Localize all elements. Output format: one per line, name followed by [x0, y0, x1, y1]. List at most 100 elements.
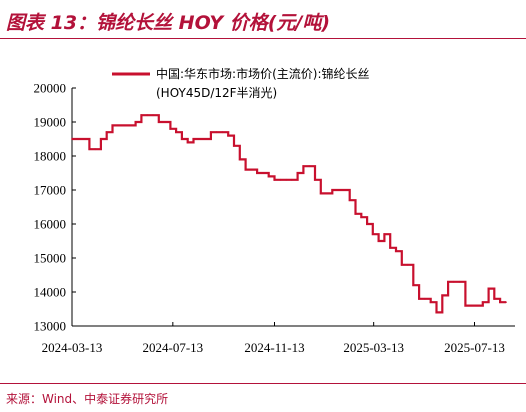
legend-label-line-2: (HOY45D/12F半消光)	[156, 86, 277, 100]
data-point	[360, 216, 363, 219]
series-lines	[71, 114, 507, 314]
data-point	[198, 138, 201, 140]
data-point	[499, 301, 501, 304]
data-point	[476, 304, 478, 307]
data-point	[343, 189, 345, 191]
data-point	[238, 158, 241, 161]
data-point	[71, 138, 73, 140]
data-point	[123, 124, 125, 127]
data-point	[389, 246, 392, 249]
data-point	[140, 114, 143, 117]
title-divider	[0, 38, 526, 39]
data-point	[314, 178, 316, 181]
data-point	[418, 297, 420, 300]
data-point	[308, 165, 311, 168]
y-axis-ticks: 13000 14000 15000 16000 17000 18000 19000 20000	[34, 81, 76, 334]
data-point	[424, 297, 426, 300]
data-point	[210, 131, 212, 134]
data-point	[487, 287, 490, 290]
data-point	[204, 138, 207, 140]
chart-legend: 中国:华东市场:市场价(主流价):锦纶长丝 (HOY45D/12F半消光)	[112, 66, 370, 100]
figure-title: 图表 13：锦纶长丝 HOY 价格(元/吨)	[6, 12, 331, 34]
data-point	[447, 280, 449, 283]
data-point	[354, 212, 357, 215]
y-tick-label: 14000	[34, 285, 67, 300]
data-point	[250, 168, 253, 171]
line-chart: 13000 14000 15000 16000 17000 18000 19000 20000…	[34, 66, 515, 355]
data-point	[129, 124, 131, 127]
data-point	[383, 233, 386, 236]
data-point	[319, 192, 322, 195]
x-tick-label: 2024-11-13	[244, 340, 304, 355]
data-point	[458, 280, 461, 283]
x-tick-label: 2024-03-13	[42, 340, 103, 355]
data-point	[348, 199, 351, 202]
data-point	[146, 114, 149, 117]
figure-header: 图表 13：锦纶长丝 HOY 价格(元/吨)	[0, 0, 526, 40]
data-point	[441, 294, 444, 297]
data-point	[105, 131, 108, 134]
data-point	[134, 121, 137, 123]
data-point	[192, 138, 195, 140]
data-point	[400, 263, 403, 266]
data-point	[267, 175, 270, 178]
data-point	[290, 178, 293, 181]
source-note: 来源：Wind、中泰证券研究所	[6, 392, 169, 406]
data-point	[233, 144, 235, 147]
data-point	[82, 138, 85, 140]
data-point	[163, 121, 166, 123]
data-point	[429, 301, 432, 304]
data-point	[331, 189, 334, 191]
data-point	[111, 124, 114, 127]
data-point	[152, 114, 154, 117]
footer-divider	[0, 383, 526, 384]
data-point	[464, 304, 467, 307]
x-tick-label: 2025-07-13	[444, 340, 505, 355]
chart-axes	[71, 88, 515, 327]
x-axis-ticks: 2024-03-13 2024-07-13 2024-11-13 2025-03-13…	[42, 322, 505, 355]
data-point	[279, 178, 282, 181]
y-tick-label: 19000	[34, 115, 67, 130]
data-point	[94, 148, 96, 151]
x-tick-label: 2024-07-13	[142, 340, 203, 355]
data-point	[169, 127, 172, 130]
data-point	[256, 172, 258, 174]
y-tick-label: 15000	[34, 251, 67, 266]
data-point	[186, 141, 189, 144]
data-point	[157, 121, 160, 123]
data-point	[406, 263, 409, 266]
data-point	[100, 138, 102, 140]
data-point	[366, 223, 368, 225]
data-point	[175, 131, 178, 134]
data-point	[493, 297, 496, 300]
data-point	[273, 178, 276, 181]
data-point	[377, 240, 380, 242]
data-point	[262, 172, 264, 174]
data-point	[452, 280, 455, 283]
data-point	[337, 189, 339, 191]
data-point	[325, 192, 328, 195]
data-point	[395, 250, 397, 253]
y-tick-label: 17000	[34, 183, 67, 198]
x-tick-label: 2025-03-13	[343, 340, 404, 355]
data-point	[505, 301, 507, 304]
data-point	[470, 304, 473, 307]
data-point	[412, 284, 415, 287]
data-point	[285, 178, 287, 181]
y-tick-label: 20000	[34, 81, 67, 96]
series-line	[72, 114, 506, 314]
data-point	[481, 301, 484, 304]
y-tick-label: 16000	[34, 217, 67, 232]
data-point	[88, 148, 91, 151]
data-point	[302, 165, 305, 168]
y-tick-label: 13000	[34, 319, 67, 334]
data-point	[215, 131, 218, 134]
data-point	[244, 168, 247, 171]
data-point	[181, 138, 183, 140]
data-point	[371, 233, 374, 236]
legend-label-line-1: 中国:华东市场:市场价(主流价):锦纶长丝	[156, 66, 370, 81]
data-point	[435, 311, 438, 314]
data-point	[76, 138, 79, 140]
data-point	[117, 124, 120, 127]
data-point	[296, 172, 299, 174]
